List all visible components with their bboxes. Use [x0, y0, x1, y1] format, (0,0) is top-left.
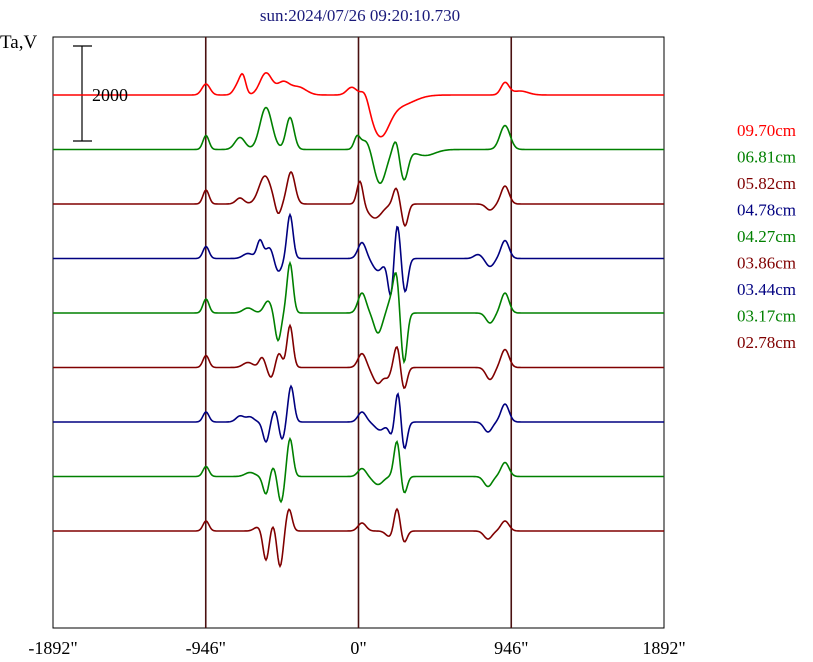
x-tick-label: 0": [350, 638, 366, 658]
legend-entry: 05.82cm: [737, 174, 796, 193]
x-tick-label: 946": [494, 638, 528, 658]
legend-entry: 03.44cm: [737, 280, 796, 299]
trace-03.17cm: [53, 436, 664, 504]
x-tick-label: 1892": [642, 638, 685, 658]
trace-03.86cm: [53, 323, 664, 390]
trace-04.27cm: [53, 260, 664, 365]
trace-04.78cm: [53, 212, 664, 296]
legend-entry: 03.86cm: [737, 254, 796, 273]
legend-entry: 03.17cm: [737, 307, 796, 326]
x-tick-label: -1892": [28, 638, 77, 658]
legend-entry: 02.78cm: [737, 333, 796, 352]
trace-05.82cm: [53, 170, 664, 228]
legend: 09.70cm 06.81cm 05.82cm 04.78cm 04.27cm 03.86…: [737, 121, 796, 352]
legend-entry: 06.81cm: [737, 148, 796, 167]
x-tick-label: -946": [186, 638, 226, 658]
legend-entry: 04.78cm: [737, 201, 796, 220]
traces: [53, 71, 664, 569]
x-tick-labels: -1892" -946" 0" 946" 1892": [28, 638, 685, 658]
trace-09.70cm: [53, 71, 664, 138]
scale-bar-label: 2000: [92, 85, 128, 105]
y-axis-label: Ta,V: [0, 32, 37, 53]
vertical-lines: [204, 37, 513, 628]
legend-entry: 09.70cm: [737, 121, 796, 140]
scale-bar: [73, 45, 92, 142]
chart-title: sun:2024/07/26 09:20:10.730: [260, 6, 460, 25]
trace-06.81cm: [53, 106, 664, 185]
legend-entry: 04.27cm: [737, 227, 796, 246]
trace-02.78cm: [53, 507, 664, 569]
trace-03.44cm: [53, 384, 664, 450]
